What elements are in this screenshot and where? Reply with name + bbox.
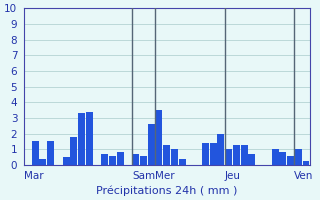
Bar	[109, 156, 116, 165]
Bar	[279, 152, 286, 165]
Bar	[287, 156, 294, 165]
Bar	[101, 154, 108, 165]
X-axis label: Précipitations 24h ( mm ): Précipitations 24h ( mm )	[96, 185, 237, 196]
Bar	[39, 159, 46, 165]
Bar	[63, 157, 69, 165]
Bar	[171, 149, 178, 165]
Bar	[117, 152, 124, 165]
Bar	[295, 149, 302, 165]
Bar	[148, 124, 155, 165]
Bar	[217, 134, 224, 165]
Bar	[241, 145, 248, 165]
Bar	[32, 141, 39, 165]
Bar	[225, 149, 232, 165]
Bar	[156, 110, 163, 165]
Bar	[140, 156, 147, 165]
Bar	[70, 137, 77, 165]
Bar	[272, 149, 278, 165]
Bar	[47, 141, 54, 165]
Bar	[179, 159, 186, 165]
Bar	[78, 113, 85, 165]
Bar	[233, 145, 240, 165]
Bar	[86, 112, 93, 165]
Bar	[210, 143, 217, 165]
Bar	[248, 154, 255, 165]
Bar	[302, 161, 309, 165]
Bar	[202, 143, 209, 165]
Bar	[132, 154, 139, 165]
Bar	[163, 145, 170, 165]
